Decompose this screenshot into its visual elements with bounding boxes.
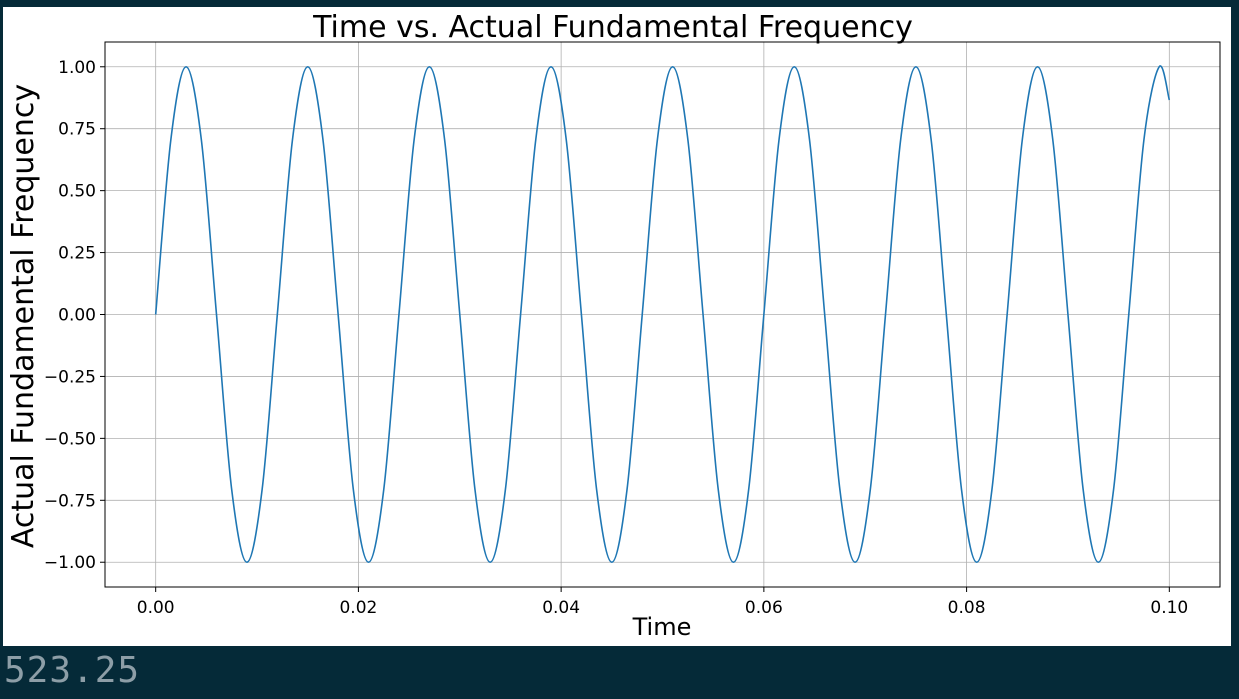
y-tick-label: 0.00: [58, 306, 96, 326]
y-axis-ticks: −1.00 −0.75 −0.50 −0.25 0.00 0.25 0.50 0.75 1.00: [44, 58, 105, 573]
series-layer: [154, 65, 1171, 564]
x-axis-ticks: 0.00 0.02 0.04 0.06 0.08 0.10: [137, 587, 1188, 618]
y-axis-label: Actual Fundamental Frequency: [6, 84, 41, 548]
y-tick-label: −1.00: [44, 553, 96, 573]
x-tick-label: 0.02: [339, 598, 377, 618]
x-tick-label: 0.00: [137, 598, 175, 618]
y-tick-label: 0.25: [58, 244, 96, 264]
y-tick-label: 0.50: [58, 182, 96, 202]
grid: [105, 42, 1220, 587]
y-tick-label: 1.00: [58, 58, 96, 78]
x-axis-label: Time: [632, 613, 692, 641]
x-tick-label: 0.04: [542, 598, 580, 618]
frequency-readout: 523.25: [4, 650, 141, 691]
line-chart: Time vs. Actual Fundamental Frequency 0.…: [6, 10, 1221, 641]
y-tick-label: −0.25: [44, 367, 96, 387]
chart-title: Time vs. Actual Fundamental Frequency: [312, 10, 913, 45]
y-tick-label: 0.75: [58, 120, 96, 140]
x-tick-label: 0.06: [745, 598, 783, 618]
x-tick-label: 0.08: [948, 598, 986, 618]
series-line: [154, 65, 1171, 564]
y-tick-label: −0.75: [44, 491, 96, 511]
plot-frame: Time vs. Actual Fundamental Frequency 0.…: [3, 7, 1231, 646]
y-tick-label: −0.50: [44, 429, 96, 449]
x-tick-label: 0.10: [1150, 598, 1188, 618]
